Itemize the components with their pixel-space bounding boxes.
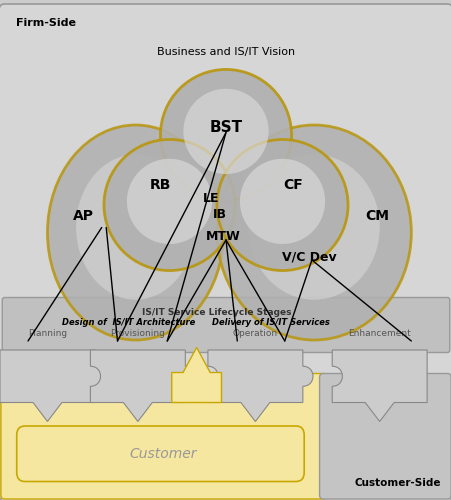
Ellipse shape	[160, 70, 291, 200]
Ellipse shape	[216, 140, 347, 270]
Text: Business and IS/IT Vision: Business and IS/IT Vision	[156, 48, 295, 58]
Text: Enhancement: Enhancement	[348, 330, 410, 338]
Text: LE: LE	[202, 192, 219, 205]
Text: CF: CF	[282, 178, 302, 192]
Ellipse shape	[104, 140, 235, 270]
Text: Provisioning: Provisioning	[110, 330, 165, 338]
FancyBboxPatch shape	[2, 298, 449, 352]
PathPatch shape	[331, 350, 426, 422]
Ellipse shape	[216, 125, 410, 340]
Text: Firm-Side: Firm-Side	[16, 18, 76, 28]
Text: RB: RB	[149, 178, 171, 192]
Text: IS/IT Service Lifecycle Stages: IS/IT Service Lifecycle Stages	[142, 308, 291, 317]
Text: Delivery of IS/IT Services: Delivery of IS/IT Services	[212, 318, 329, 327]
Text: MTW: MTW	[205, 230, 239, 243]
PathPatch shape	[171, 348, 221, 403]
Text: BST: BST	[209, 120, 242, 135]
Text: Planning: Planning	[28, 330, 67, 338]
Ellipse shape	[127, 159, 212, 244]
Ellipse shape	[183, 89, 268, 174]
Ellipse shape	[239, 159, 324, 244]
FancyBboxPatch shape	[319, 374, 450, 499]
Text: Customer-Side: Customer-Side	[354, 478, 440, 488]
PathPatch shape	[90, 350, 195, 422]
Text: IB: IB	[213, 208, 226, 220]
Text: V/C Dev: V/C Dev	[282, 250, 336, 263]
Text: AP: AP	[73, 210, 94, 224]
FancyBboxPatch shape	[1, 374, 326, 499]
FancyBboxPatch shape	[17, 426, 304, 482]
Ellipse shape	[76, 154, 195, 300]
PathPatch shape	[207, 350, 312, 422]
Ellipse shape	[248, 154, 379, 300]
Text: Design of  IS/IT Architecture: Design of IS/IT Architecture	[62, 318, 195, 327]
Ellipse shape	[47, 125, 223, 340]
FancyBboxPatch shape	[0, 4, 451, 500]
PathPatch shape	[0, 350, 105, 422]
Text: Customer: Customer	[129, 446, 196, 460]
Text: CM: CM	[364, 210, 389, 224]
Text: Operation: Operation	[232, 330, 277, 338]
